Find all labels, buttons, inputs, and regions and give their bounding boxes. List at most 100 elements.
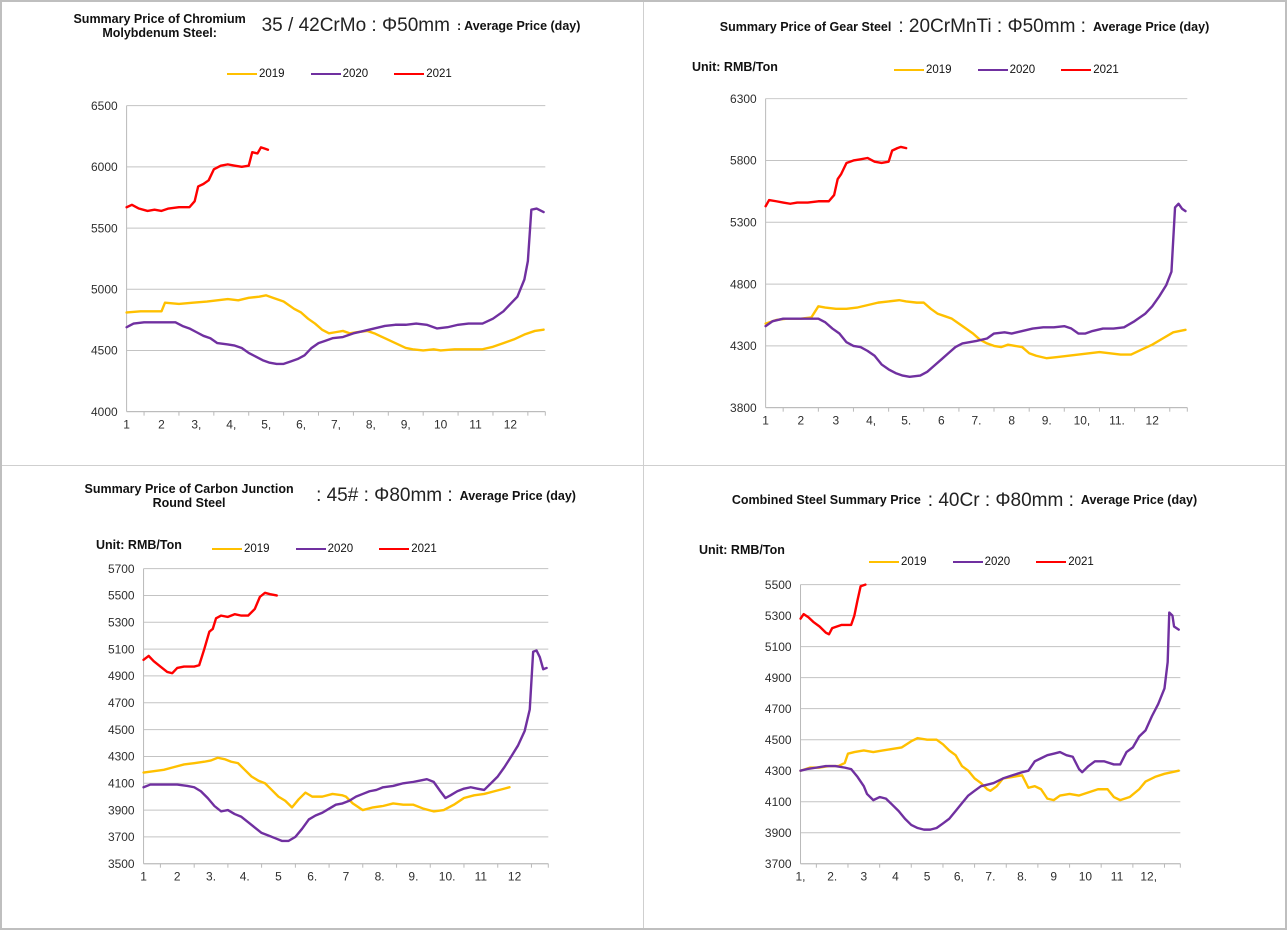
x-axis-tick-label: 9, — [401, 418, 411, 432]
chart-title: Combined Steel Summary Price : 40Cr : Φ8… — [644, 490, 1285, 512]
y-axis-tick-label: 5800 — [730, 154, 757, 168]
y-axis-tick-label: 5300 — [730, 215, 757, 229]
chart-title-suffix: : Average Price (day) — [456, 19, 581, 34]
x-axis-tick-label: 1, — [796, 869, 806, 883]
legend-swatch-2019 — [227, 73, 257, 75]
legend-swatch-2021 — [394, 73, 425, 75]
y-axis-tick-label: 4500 — [765, 732, 792, 746]
chart-title-suffix: Average Price (day) — [1080, 493, 1198, 508]
chart-title: Summary Price of Gear Steel : 20CrMnTi :… — [644, 16, 1285, 38]
chart-quadrant-gear-steel: 6300 5800 5300 4800 4300 3800 1 2 3 4, 5. 6 7. 8 9. 10,… — [644, 2, 1285, 465]
x-axis-tick-label: 7. — [971, 414, 981, 428]
chart-quadrant-chromium-molybdenum: 6500 6000 5500 5000 4500 4000 1 2 3, 4, 5, 6, 7, 8, 9,… — [2, 2, 643, 465]
chart-title-suffix: Average Price (day) — [459, 488, 576, 503]
series-2021-line — [125, 146, 270, 213]
x-axis-tick-label: 3, — [191, 418, 201, 432]
legend-swatch-2021 — [1061, 69, 1092, 71]
x-axis-tick-label: 12 — [1146, 414, 1160, 428]
y-axis-tick-label: 4300 — [765, 763, 792, 777]
legend-item-2019: 2019 — [227, 68, 285, 80]
x-axis-tick-label: 8. — [375, 869, 385, 883]
x-axis-tick-label: 4 — [892, 869, 899, 883]
x-axis-tick-label: 8, — [366, 418, 376, 432]
x-axis-tick-label: 1 — [123, 418, 130, 432]
chart-title-prefix: Combined Steel Summary Price — [731, 493, 921, 508]
series-2020-line — [764, 202, 1187, 378]
y-axis-tick-label: 5100 — [108, 642, 135, 656]
y-axis-tick-label: 4700 — [108, 695, 135, 709]
y-axis-tick-label: 3500 — [108, 856, 135, 870]
y-axis-tick-label: 4500 — [108, 722, 135, 736]
legend-label-2020: 2020 — [342, 68, 369, 80]
legend-item-2020: 2020 — [977, 64, 1036, 76]
y-axis-tick-label: 3900 — [108, 803, 135, 817]
legend-item-2019: 2019 — [869, 556, 927, 568]
series-2021-line — [142, 591, 278, 674]
legend-swatch-2020 — [310, 73, 341, 75]
y-axis-tick-label: 3900 — [765, 825, 792, 839]
legend-swatch-2019 — [212, 547, 242, 550]
x-axis-tick-label: 8 — [1008, 414, 1015, 428]
series-2019-line — [125, 294, 545, 352]
unit-label: Unit: RMB/Ton — [96, 537, 182, 552]
x-axis-tick-label: 4, — [866, 414, 876, 428]
series-2020-line — [799, 610, 1180, 831]
y-axis-tick-label: 5700 — [108, 561, 135, 575]
chart-title-spec: : 40Cr : Φ80mm : — [927, 489, 1074, 511]
y-axis-tick-label: 4100 — [108, 776, 135, 790]
series-2021-line — [764, 145, 908, 208]
combined-steel-chart-plot: 5500 5300 5100 4900 4700 4500 4300 4100 3900 3700… — [765, 577, 1181, 883]
unit-label: Unit: RMB/Ton — [699, 542, 785, 557]
y-axis-tick-label: 4900 — [765, 670, 792, 684]
x-axis-tick-label: 8. — [1017, 869, 1027, 883]
legend-label-2020: 2020 — [1009, 64, 1036, 76]
x-axis-tick-label: 11. — [1109, 414, 1125, 428]
chart-title-suffix: Average Price (day) — [1092, 19, 1210, 34]
series-2019-line — [799, 736, 1180, 801]
y-axis-tick-label: 4800 — [730, 277, 757, 291]
y-axis-tick-label: 3800 — [730, 401, 757, 415]
series-2019-line — [142, 756, 511, 813]
series-2020-line — [142, 648, 548, 842]
legend-label-2021: 2021 — [1068, 555, 1094, 568]
y-axis-tick-label: 6000 — [91, 160, 118, 174]
series-2021-line — [799, 582, 867, 635]
chart-legend: 2019 2020 2021 — [869, 556, 1094, 568]
chart-legend: 2019 2020 2021 — [212, 543, 437, 555]
x-axis-tick-label: 2 — [797, 414, 804, 428]
x-axis-tick-label: 7. — [985, 869, 995, 883]
x-axis-tick-label: 2 — [158, 418, 165, 432]
y-axis-tick-label: 5300 — [108, 615, 135, 629]
chart-title-spec: : 20CrMnTi : Φ50mm : — [898, 16, 1086, 37]
chart-title-prefix: Summary Price of Chromium Molybdenum Ste… — [73, 12, 246, 41]
legend-item-2020: 2020 — [310, 68, 369, 80]
x-axis-tick-label: 11 — [475, 869, 488, 883]
x-axis-tick-label: 7, — [331, 418, 341, 432]
x-axis-tick-label: 2. — [827, 869, 837, 883]
chart-title: Summary Price of Carbon Junction Round S… — [2, 482, 643, 511]
chart-title-prefix: Summary Price of Gear Steel — [719, 19, 892, 34]
legend-item-2021: 2021 — [394, 68, 452, 80]
y-axis-tick-label: 6500 — [91, 99, 118, 113]
x-axis-tick-label: 3 — [860, 869, 867, 883]
legend-label-2019: 2019 — [901, 555, 927, 568]
chart-quadrant-combined-steel: 5500 5300 5100 4900 4700 4500 4300 4100 3900 3700… — [644, 465, 1285, 928]
legend-item-2020: 2020 — [295, 543, 353, 555]
x-axis-tick-label: 9. — [408, 869, 418, 883]
x-axis-tick-label: 3. — [206, 869, 216, 883]
x-axis-tick-label: 10 — [1079, 869, 1093, 883]
legend-label-2021: 2021 — [411, 542, 437, 555]
legend-label-2021: 2021 — [426, 68, 452, 80]
x-axis-tick-label: 6, — [954, 869, 964, 883]
legend-label-2021: 2021 — [1093, 64, 1119, 76]
legend-swatch-2019 — [869, 560, 899, 563]
y-axis-tick-label: 5300 — [765, 608, 792, 622]
x-axis-tick-label: 12, — [1140, 869, 1157, 883]
chart-title-spec: : 45# : Φ80mm : — [316, 484, 453, 506]
x-axis-tick-label: 10, — [1074, 414, 1091, 428]
legend-swatch-2021 — [379, 547, 410, 550]
y-axis-tick-label: 3700 — [108, 830, 135, 844]
x-axis-tick-label: 4, — [226, 418, 236, 432]
x-axis-tick-label: 3 — [833, 414, 840, 428]
